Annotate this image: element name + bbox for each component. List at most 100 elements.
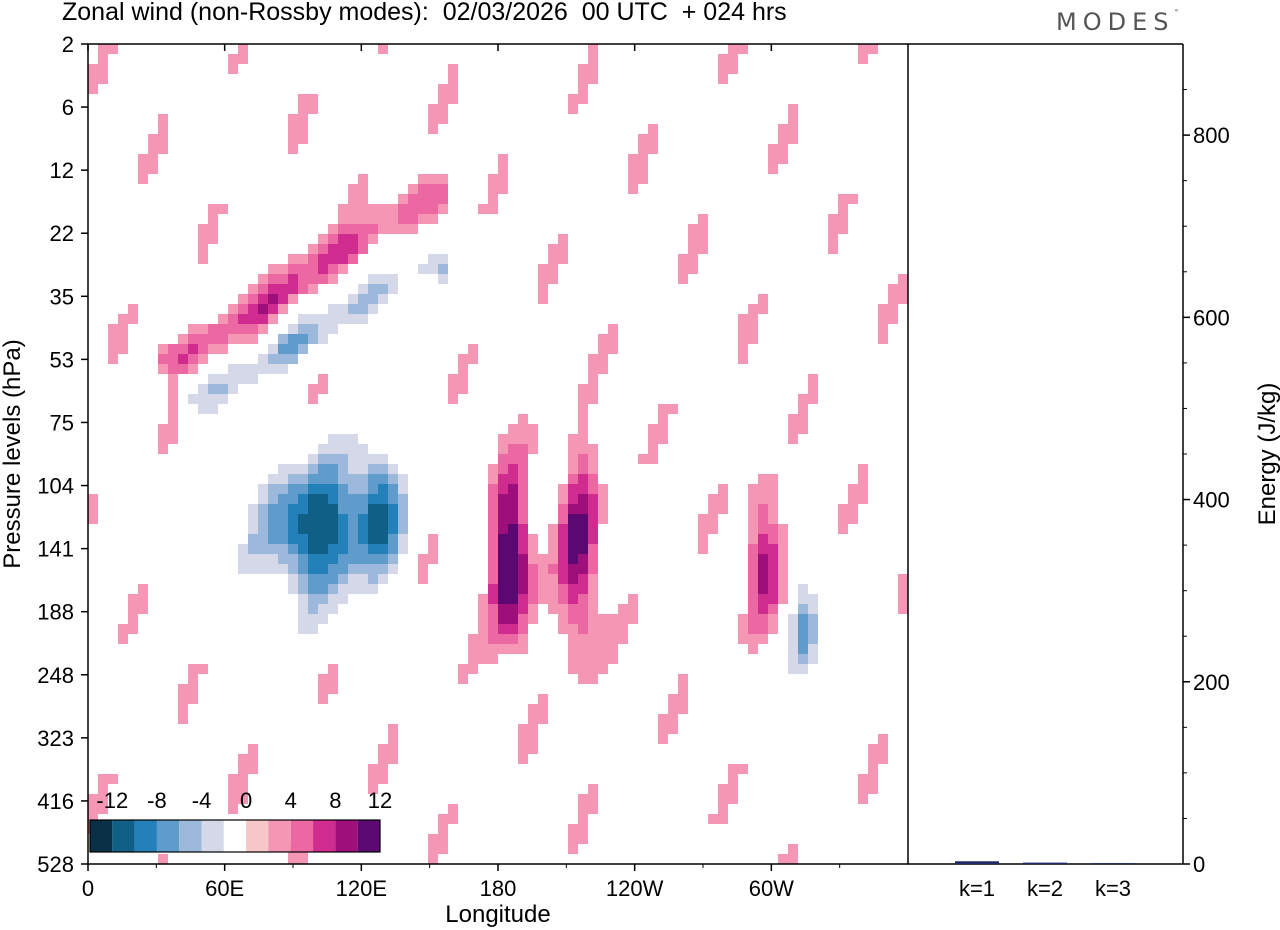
- heat-cell: [558, 594, 568, 604]
- heat-cell: [178, 484, 188, 494]
- heat-cell: [358, 314, 368, 324]
- heat-cell: [848, 484, 858, 494]
- heat-cell: [878, 304, 888, 314]
- heat-cell: [318, 574, 328, 584]
- heat-cell: [518, 464, 528, 474]
- heat-cell: [768, 594, 778, 604]
- heat-cell: [508, 474, 518, 484]
- heat-cell: [448, 94, 458, 104]
- heat-cell: [138, 364, 148, 374]
- heat-cell: [748, 854, 758, 864]
- heat-cell: [278, 274, 288, 284]
- heat-cell: [458, 384, 468, 394]
- heat-cell: [428, 554, 438, 564]
- heat-cell: [418, 354, 428, 364]
- heat-cell: [308, 594, 318, 604]
- heat-cell: [128, 94, 138, 104]
- heat-cell: [328, 684, 338, 694]
- heat-cell: [308, 194, 318, 204]
- heat-cell: [638, 454, 648, 464]
- heat-cell: [748, 604, 758, 614]
- heat-cell: [348, 704, 358, 714]
- heat-cell: [468, 134, 478, 144]
- heat-cell: [658, 194, 668, 204]
- heat-cell: [358, 234, 368, 244]
- heat-cell: [528, 714, 538, 724]
- heat-cell: [118, 104, 128, 114]
- heat-cell: [658, 404, 668, 414]
- heat-cell: [368, 594, 378, 604]
- heat-cell: [338, 464, 348, 474]
- heat-cell: [568, 604, 578, 614]
- heat-cell: [408, 474, 418, 484]
- heat-cell: [798, 624, 808, 634]
- heat-cell: [768, 574, 778, 584]
- heat-cell: [738, 614, 748, 624]
- heat-cell: [788, 424, 798, 434]
- heat-cell: [288, 454, 298, 464]
- heat-cell: [428, 844, 438, 854]
- heat-cell: [248, 504, 258, 514]
- heat-cell: [788, 414, 798, 424]
- heat-cell: [518, 584, 528, 594]
- heat-cell: [498, 624, 508, 634]
- heat-cell: [698, 224, 708, 234]
- heat-cell: [698, 524, 708, 534]
- colorbar-label: 0: [240, 788, 252, 813]
- heat-cell: [288, 604, 298, 614]
- heat-cell: [398, 464, 408, 474]
- heat-cell: [548, 544, 558, 554]
- heat-cell: [368, 694, 378, 704]
- heat-cell: [558, 234, 568, 244]
- heat-cell: [418, 564, 428, 574]
- heat-cell: [648, 434, 658, 444]
- heat-cell: [578, 534, 588, 544]
- heat-cell: [708, 814, 718, 824]
- heat-cell: [528, 444, 538, 454]
- heat-cell: [858, 264, 868, 274]
- heat-cell: [578, 524, 588, 534]
- heat-cell: [198, 414, 208, 424]
- heat-cell: [488, 594, 498, 604]
- heat-cell: [748, 334, 758, 344]
- heat-cell: [388, 504, 398, 514]
- heat-cell: [598, 334, 608, 344]
- heat-cell: [288, 134, 298, 144]
- colorbar-frame: [89, 819, 381, 853]
- heat-cell: [378, 284, 388, 294]
- heat-cell: [418, 204, 428, 214]
- y-tick-label: 12: [50, 158, 74, 183]
- heat-cell: [638, 684, 648, 694]
- heat-cell: [898, 74, 908, 84]
- heat-cell: [138, 374, 148, 384]
- heat-cell: [208, 394, 218, 404]
- heat-cell: [158, 144, 168, 154]
- heat-cell: [198, 424, 208, 434]
- heat-cell: [858, 794, 868, 804]
- heat-cell: [468, 154, 478, 164]
- heat-cell: [378, 454, 388, 464]
- heat-cell: [868, 534, 878, 544]
- heat-cell: [738, 44, 748, 54]
- heat-cell: [528, 734, 538, 744]
- heat-cell: [648, 224, 658, 234]
- heat-cell: [418, 254, 428, 264]
- heat-cell: [728, 774, 738, 784]
- heat-cell: [238, 314, 248, 324]
- heat-cell: [718, 64, 728, 74]
- heat-cell: [118, 114, 128, 124]
- heat-cell: [588, 784, 598, 794]
- heat-cell: [208, 384, 218, 394]
- heat-cell: [468, 114, 478, 124]
- heat-cell: [98, 564, 108, 574]
- heat-cell: [678, 264, 688, 274]
- heat-cell: [778, 524, 788, 534]
- heat-cell: [228, 774, 238, 784]
- heat-cell: [698, 514, 708, 524]
- heat-cell: [808, 194, 818, 204]
- heat-cell: [238, 244, 248, 254]
- heat-cell: [838, 504, 848, 514]
- y-tick-label: 188: [37, 600, 74, 625]
- heat-cell: [658, 714, 668, 724]
